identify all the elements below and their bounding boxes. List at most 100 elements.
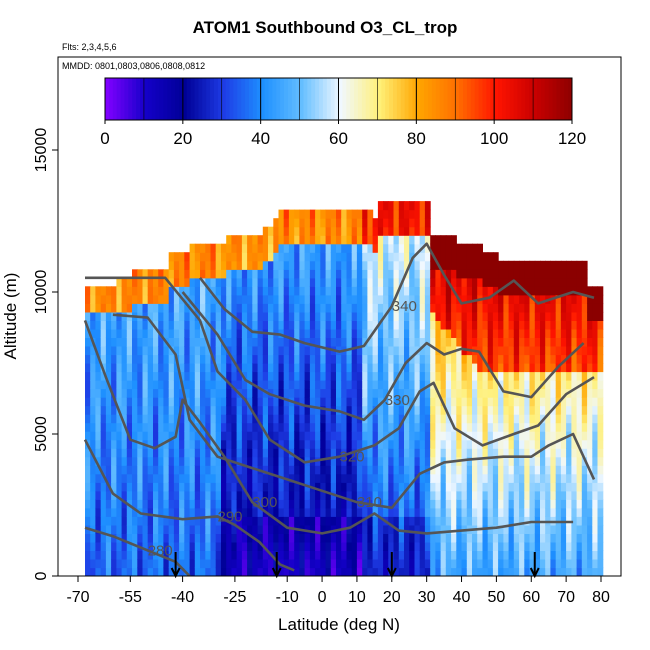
heat-cell <box>252 354 259 364</box>
heat-cell <box>257 490 264 500</box>
heat-cell <box>179 550 185 560</box>
heat-cell <box>257 363 264 373</box>
heat-cell <box>466 465 473 475</box>
heat-cell <box>189 507 196 517</box>
heat-cell <box>587 328 593 338</box>
heat-cell <box>283 380 290 390</box>
heat-cell <box>346 226 353 236</box>
heat-cell <box>304 550 311 560</box>
heat-cell <box>404 243 410 253</box>
colorbar-cell <box>451 78 456 120</box>
heat-cell <box>283 252 290 262</box>
heat-cell <box>409 559 415 569</box>
heat-cell <box>356 431 363 441</box>
heat-cell <box>147 328 154 338</box>
heat-cell <box>116 346 123 356</box>
heat-cell <box>346 397 353 407</box>
heat-cell <box>336 431 342 441</box>
heat-cell <box>320 550 327 560</box>
heat-cell <box>424 209 431 219</box>
heat-cell <box>545 328 551 338</box>
heat-cell <box>309 541 316 551</box>
heat-cell <box>325 541 332 551</box>
heat-cell <box>320 541 327 551</box>
heat-cell <box>210 388 217 398</box>
heat-cell <box>132 294 138 304</box>
heat-cell <box>315 490 321 500</box>
heat-cell <box>153 354 159 364</box>
heat-cell <box>362 209 368 219</box>
heat-cell <box>132 269 138 279</box>
heat-cell <box>236 380 243 390</box>
heat-cell <box>492 286 499 296</box>
heat-cell <box>534 269 541 279</box>
heat-cell <box>576 286 583 296</box>
heat-cell <box>111 473 117 483</box>
heat-cell <box>367 473 374 483</box>
heat-cell <box>168 559 175 569</box>
heat-cell <box>550 507 557 517</box>
heat-cell <box>221 354 227 364</box>
colorbar-cell <box>136 78 141 120</box>
heat-cell <box>247 533 253 543</box>
heat-cell <box>158 388 164 398</box>
heat-cell <box>241 277 248 287</box>
heat-cell <box>498 516 504 526</box>
heat-cell <box>257 294 264 304</box>
heat-cell <box>529 354 536 364</box>
heat-cell <box>158 346 164 356</box>
heat-cell <box>414 286 421 296</box>
heat-cell <box>226 277 232 287</box>
heat-cell <box>587 346 593 356</box>
heat-cell <box>346 465 353 475</box>
heat-cell <box>440 405 447 415</box>
heat-cell <box>414 559 421 569</box>
heat-cell <box>252 294 259 304</box>
heat-cell <box>121 533 128 543</box>
heat-cell <box>351 337 358 347</box>
heat-cell <box>147 286 154 296</box>
heat-cell <box>550 524 557 534</box>
heat-cell <box>278 269 285 279</box>
heat-cell <box>315 524 321 534</box>
heat-cell <box>529 524 536 534</box>
heat-cell <box>388 465 395 475</box>
heat-cell <box>398 550 405 560</box>
heat-cell <box>111 328 117 338</box>
heat-cell <box>377 431 384 441</box>
heat-cell <box>383 218 389 228</box>
heat-cell <box>435 252 442 262</box>
heat-cell <box>278 533 285 543</box>
heat-cell <box>461 465 468 475</box>
heat-cell <box>105 363 112 373</box>
heat-cell <box>513 490 520 500</box>
heat-cell <box>221 311 227 321</box>
heat-cell <box>210 414 217 424</box>
heat-cell <box>179 499 185 509</box>
heat-cell <box>398 516 405 526</box>
heat-cell <box>503 550 510 560</box>
heat-cell <box>519 397 525 407</box>
heat-cell <box>210 303 217 313</box>
heat-cell <box>226 388 232 398</box>
heat-cell <box>451 311 457 321</box>
heat-cell <box>168 524 175 534</box>
heat-cell <box>173 490 180 500</box>
heat-cell <box>498 490 504 500</box>
heat-cell <box>597 431 604 441</box>
heat-cell <box>356 226 363 236</box>
heat-cell <box>247 243 253 253</box>
colorbar-cell <box>412 78 417 120</box>
heat-cell <box>309 422 316 432</box>
heat-cell <box>461 363 468 373</box>
heat-cell <box>153 311 159 321</box>
heat-cell <box>587 533 593 543</box>
heat-cell <box>168 363 175 373</box>
heat-cell <box>315 550 321 560</box>
heat-cell <box>336 320 342 330</box>
heat-cell <box>393 380 400 390</box>
heat-cell <box>184 328 191 338</box>
heat-cell <box>503 567 510 576</box>
heat-cell <box>592 559 599 569</box>
heat-cell <box>597 533 604 543</box>
